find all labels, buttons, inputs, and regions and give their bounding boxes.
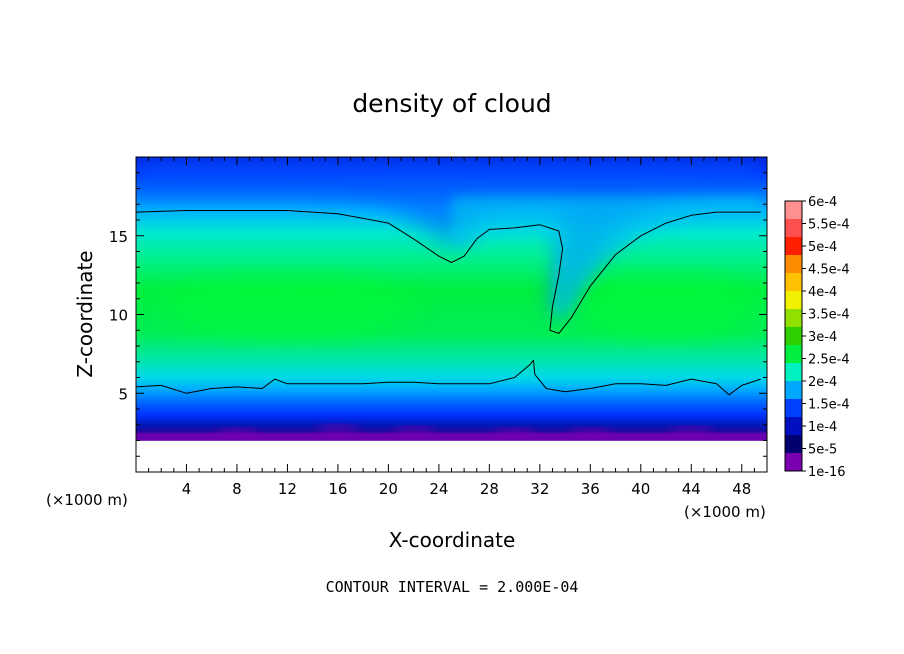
upper-contour-line: [135, 210, 761, 334]
x-tick-label: 24: [429, 480, 448, 498]
colorbar-swatch: [785, 255, 802, 274]
colorbar-swatch: [785, 273, 802, 292]
colorbar-swatch: [785, 237, 802, 256]
low-density-patch-2: [391, 426, 436, 437]
colorbar-label: 3.5e-4: [808, 308, 850, 323]
y-tick-label: 15: [109, 228, 128, 246]
colorbar-swatch: [785, 291, 802, 310]
x-unit-label-right: (×1000 m): [684, 503, 766, 521]
low-density-patch-4: [568, 427, 613, 438]
core-region-right: [577, 271, 755, 342]
colorbar-label: 5e-4: [808, 240, 837, 255]
colorbar-label: 2e-4: [808, 375, 837, 390]
lower-contour-line: [135, 359, 761, 396]
x-tick-label: 36: [581, 480, 600, 498]
x-unit-label-left: (×1000 m): [46, 491, 128, 509]
colorbar-swatch: [785, 453, 802, 472]
plot-area: [136, 157, 767, 472]
y-axis-label: Z-coordinate: [73, 250, 97, 377]
x-tick-label: 32: [530, 480, 549, 498]
contour-interval-note: CONTOUR INTERVAL = 2.000E-04: [326, 578, 579, 596]
colorbar-label: 5.5e-4: [808, 218, 850, 233]
x-tick-label: 44: [682, 480, 701, 498]
colorbar-label: 4.5e-4: [808, 263, 850, 278]
colorbar-swatch: [785, 327, 802, 346]
x-tick-label: 48: [732, 480, 751, 498]
colorbar-swatch: [785, 381, 802, 400]
colorbar-swatch: [785, 201, 802, 220]
low-density-patch-5: [669, 426, 714, 437]
colorbar-swatch: [785, 363, 802, 382]
x-tick-label: 8: [232, 480, 242, 498]
colorbar-label: 1.5e-4: [808, 398, 850, 413]
y-tick-label: 5: [118, 385, 128, 403]
core-region-left: [161, 271, 414, 342]
low-density-patch-3: [492, 427, 537, 438]
x-tick-label: 28: [480, 480, 499, 498]
x-tick-label: 4: [182, 480, 192, 498]
colorbar-label: 4e-4: [808, 285, 837, 300]
chart-title: density of cloud: [352, 89, 551, 118]
colorbar-label: 1e-4: [808, 420, 837, 435]
colorbar-label: 1e-16: [808, 465, 846, 480]
fold-region: [451, 196, 761, 321]
colorbar-swatch: [785, 399, 802, 418]
x-tick-label: 16: [328, 480, 347, 498]
x-tick-label: 40: [631, 480, 650, 498]
colorbar-label: 5e-5: [808, 443, 837, 458]
colorbar-swatch: [785, 435, 802, 454]
colorbar-label: 3e-4: [808, 330, 837, 345]
x-axis-label: X-coordinate: [389, 528, 516, 552]
x-tick-label: 20: [379, 480, 398, 498]
colorbar-swatch: [785, 417, 802, 436]
colorbar: 6e-4 5.5e-4 5e-4 4.5e-4 4e-4 3.5e-4 3e-4 2.5e-4…: [784, 195, 850, 480]
colorbar-label: 2.5e-4: [808, 353, 850, 368]
colorbar-swatch: [785, 309, 802, 328]
low-density-patch-0: [214, 427, 259, 438]
low-density-patch-1: [315, 424, 360, 435]
y-tick-label: 10: [109, 307, 128, 325]
colorbar-swatch: [785, 345, 802, 364]
colorbar-swatch: [785, 219, 802, 238]
x-tick-label: 12: [278, 480, 297, 498]
colorbar-label: 6e-4: [808, 195, 837, 210]
